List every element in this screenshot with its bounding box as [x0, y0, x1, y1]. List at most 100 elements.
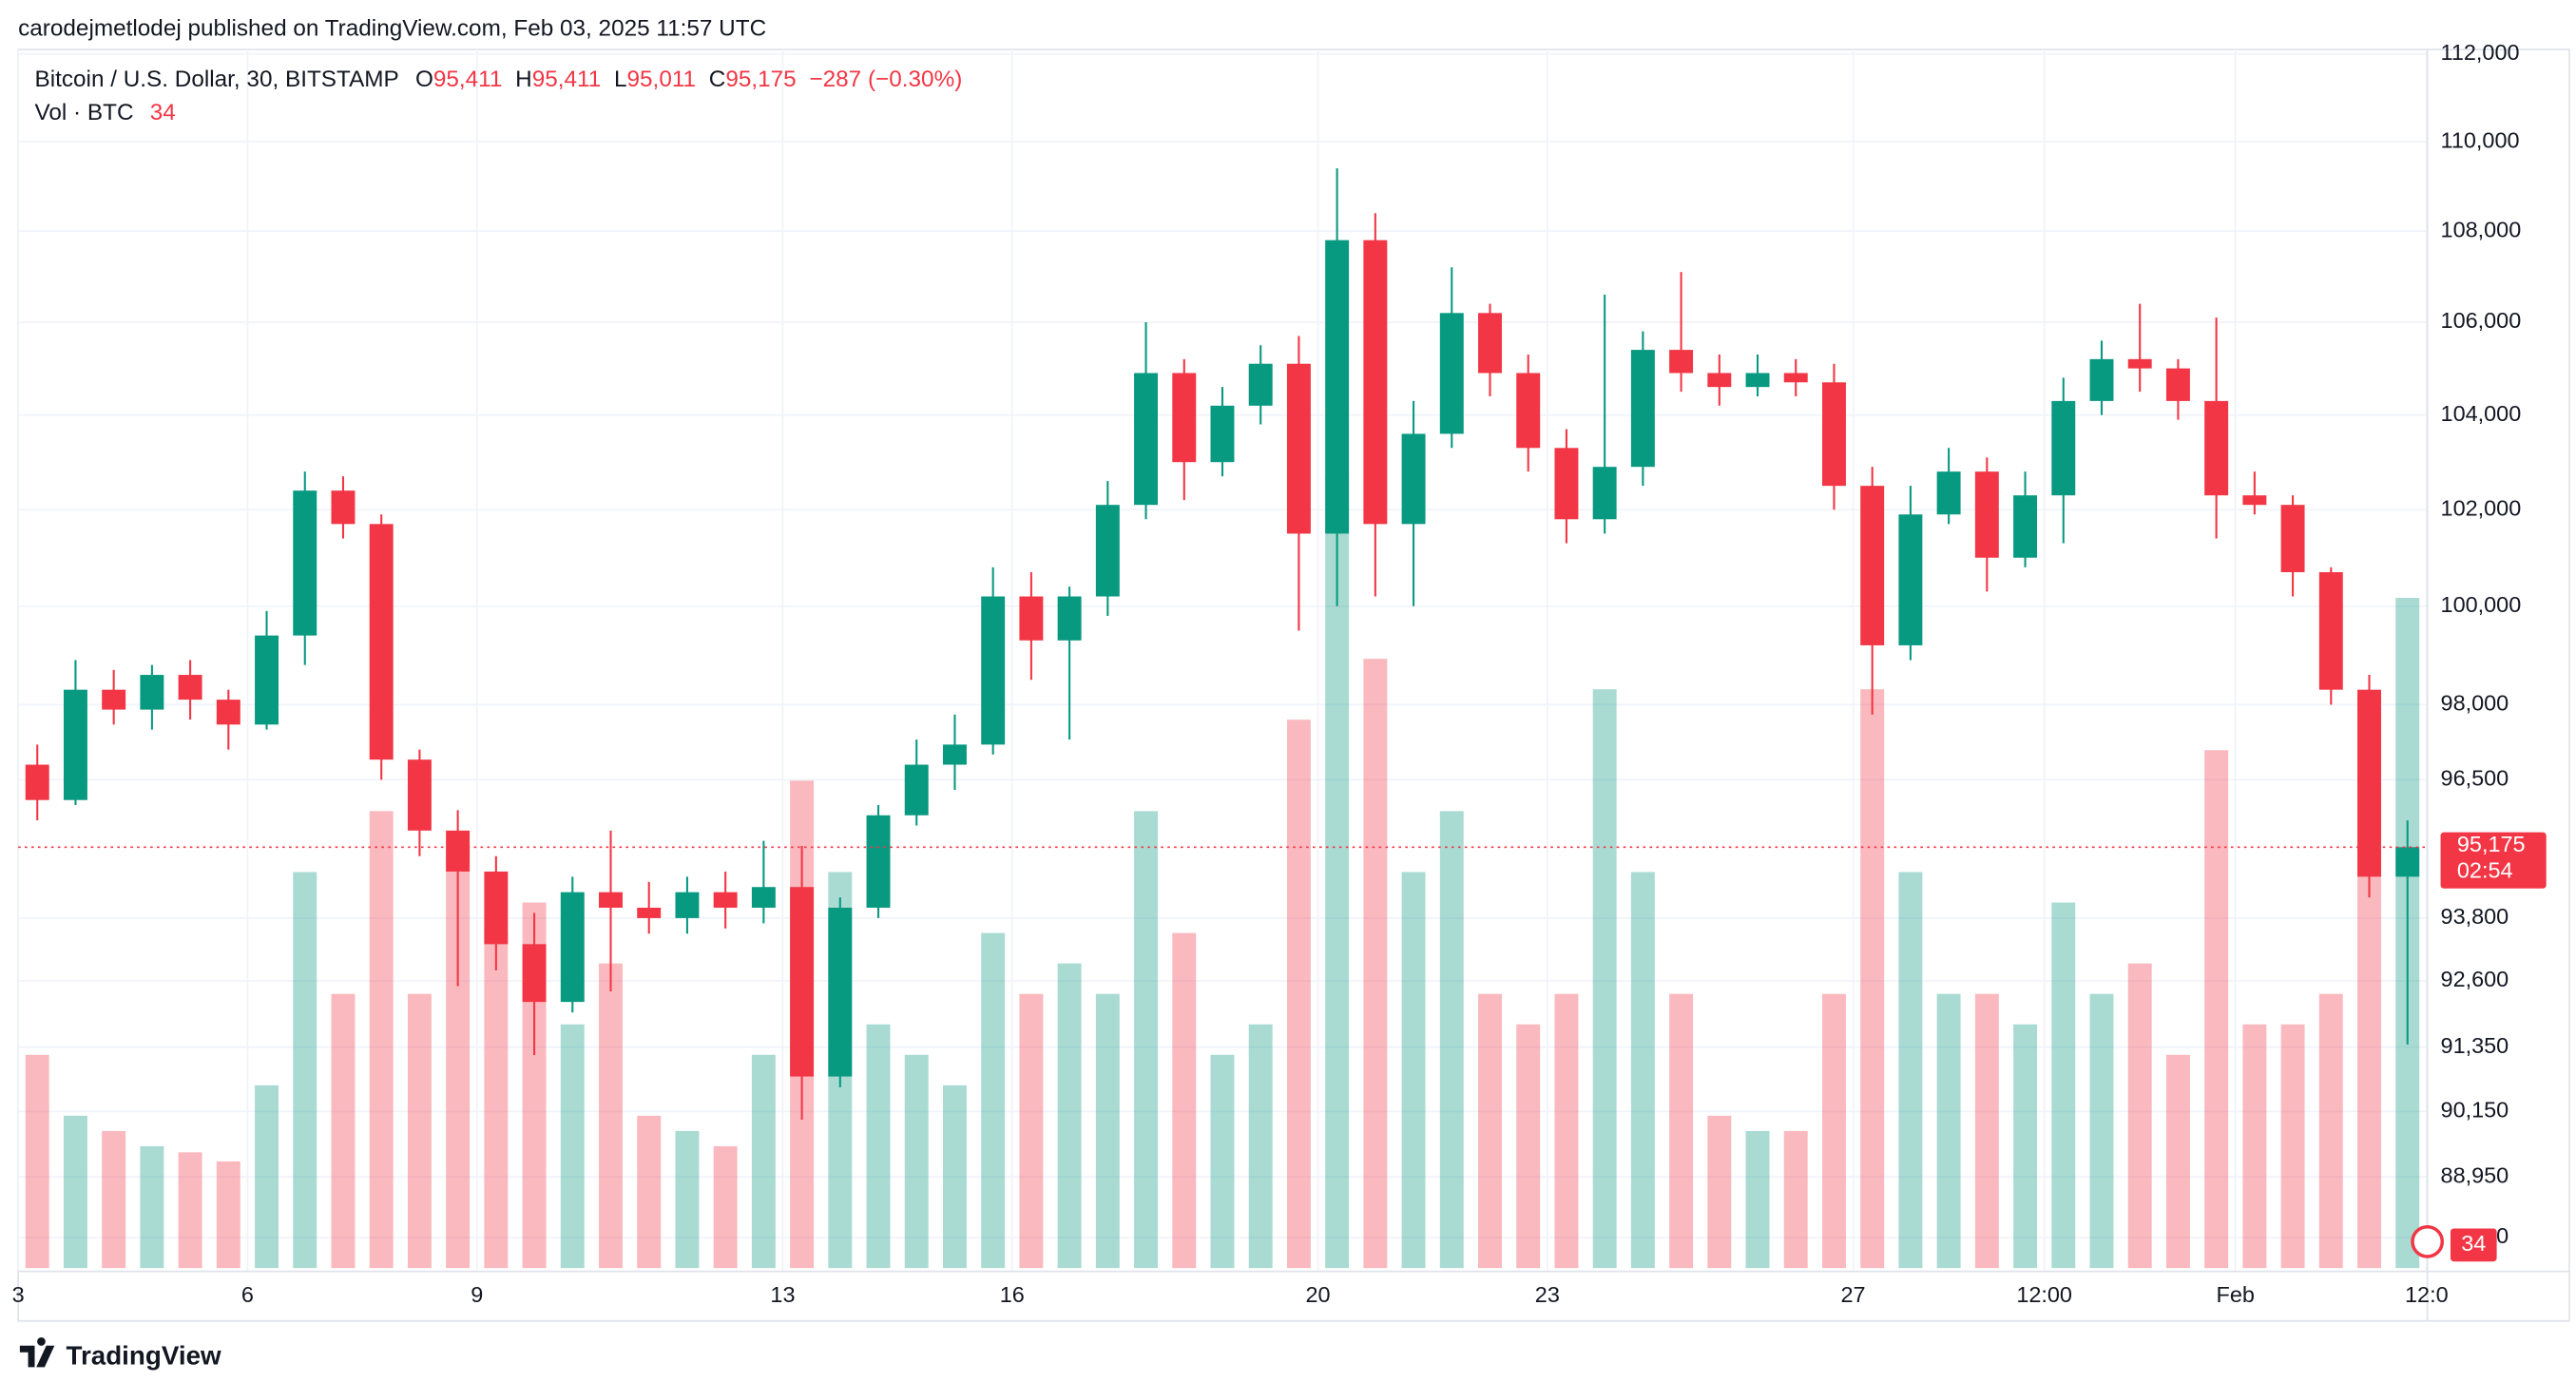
candle-body: [102, 689, 126, 710]
volume-bar: [1936, 993, 1961, 1269]
volume-bar: [1898, 872, 1923, 1269]
x-tick-label: 13: [770, 1282, 795, 1307]
volume-legend: Vol · BTC 34: [34, 100, 175, 125]
volume-bar: [1019, 993, 1044, 1269]
volume-bar: [1172, 932, 1197, 1269]
volume-bar: [255, 1084, 279, 1269]
volume-bar: [1363, 659, 1388, 1269]
change-value: −287 (−0.30%): [809, 67, 962, 93]
volume-pane: [25, 475, 2420, 1269]
volume-badge: [2450, 1228, 2497, 1262]
volume-bar: [1095, 993, 1120, 1269]
candle-body: [981, 596, 1006, 745]
volume-bar: [2013, 1024, 2038, 1269]
x-tick-label: 16: [1000, 1282, 1025, 1307]
volume-bar: [2242, 1024, 2267, 1269]
candle-body: [560, 892, 585, 1003]
y-tick-label: 106,000: [2441, 308, 2522, 333]
candle-body: [637, 908, 662, 918]
high-label: H: [515, 67, 532, 93]
volume-bar: [63, 1115, 87, 1269]
volume-bar: [293, 872, 317, 1269]
volume-bar: [751, 1054, 776, 1269]
volume-title: Vol · BTC: [34, 100, 133, 125]
y-tick-label: 100,000: [2441, 592, 2522, 617]
volume-bar: [2357, 872, 2381, 1269]
volume-bar: [1325, 475, 1350, 1269]
candle-body: [255, 635, 279, 725]
candle-body: [1974, 471, 1999, 558]
candle-body: [293, 490, 317, 636]
countdown-label: 02:54: [2457, 858, 2513, 883]
volume-bar: [904, 1054, 929, 1269]
candle-body: [407, 759, 432, 831]
y-tick-label: 102,000: [2441, 495, 2522, 520]
candle-body: [1783, 373, 1808, 383]
y-tick-label: 98,000: [2441, 691, 2509, 716]
open-value: 95,411: [433, 67, 503, 93]
candle-body: [1134, 373, 1159, 506]
y-tick-label: 88,950: [2441, 1162, 2509, 1187]
overlay: 112,000 110,000 108,000 106,000 104,000 102,0…: [12, 40, 2547, 1307]
volume-bar: [1821, 993, 1846, 1269]
candle-body: [484, 871, 509, 945]
volume-bar: [331, 993, 356, 1269]
volume-bar: [1860, 689, 1885, 1269]
y-tick-label: 92,600: [2441, 967, 2509, 991]
candle-body: [790, 887, 815, 1077]
volume-bar: [1974, 993, 1999, 1269]
volume-value: 34: [150, 100, 176, 125]
x-tick-label: 12:00: [2016, 1282, 2072, 1307]
low-value: 95,011: [627, 67, 697, 93]
alert-icon: [2411, 1224, 2445, 1258]
symbol-title: Bitcoin / U.S. Dollar, 30, BITSTAMP: [34, 67, 398, 93]
volume-bar: [1669, 993, 1694, 1269]
volume-bar: [102, 1130, 126, 1269]
volume-bar: [675, 1130, 700, 1269]
candle-body: [63, 689, 87, 800]
candle-body: [1019, 596, 1044, 641]
volume-bar: [1554, 993, 1579, 1269]
candle-body: [1286, 363, 1311, 534]
candle-body: [1860, 486, 1885, 645]
volume-bar: [178, 1152, 202, 1269]
y-tick-label: 91,350: [2441, 1033, 2509, 1058]
candle-body: [1478, 313, 1502, 374]
volume-bar: [2127, 963, 2152, 1269]
open-label: O: [415, 67, 433, 93]
candle-body: [1401, 433, 1426, 525]
candle-body: [2204, 400, 2229, 496]
x-tick-label: 6: [241, 1282, 254, 1307]
candle-body: [446, 830, 471, 872]
candle-body: [1630, 350, 1655, 468]
candle-body: [1057, 596, 1082, 641]
candle-body: [2357, 689, 2381, 877]
candle-body: [1707, 373, 1732, 388]
y-tick-label: 104,000: [2441, 401, 2522, 426]
volume-bar: [1707, 1115, 1732, 1269]
candle-body: [1210, 405, 1235, 463]
candle-body: [828, 908, 853, 1077]
volume-bar: [407, 993, 432, 1269]
candle-body: [2395, 847, 2420, 877]
candles: [25, 168, 2420, 1120]
volume-bar: [560, 1024, 585, 1269]
x-tick-label: Feb: [2217, 1282, 2255, 1307]
volume-bar: [1286, 720, 1311, 1269]
candle-body: [2280, 505, 2305, 572]
volume-bar: [369, 811, 394, 1269]
x-tick-label: 9: [471, 1282, 483, 1307]
candle-body: [1095, 505, 1120, 597]
candle-body: [1325, 240, 1350, 534]
candle-body: [2013, 495, 2038, 558]
volume-bar: [981, 932, 1006, 1269]
candle-body: [2242, 495, 2267, 506]
candle-body: [1363, 240, 1388, 525]
volume-bar: [1401, 872, 1426, 1269]
candle-body: [1439, 313, 1464, 434]
volume-bar: [599, 963, 623, 1269]
candle-body: [1936, 471, 1961, 515]
volume-bar: [25, 1054, 49, 1269]
y-tick-label: 112,000: [2441, 40, 2520, 65]
